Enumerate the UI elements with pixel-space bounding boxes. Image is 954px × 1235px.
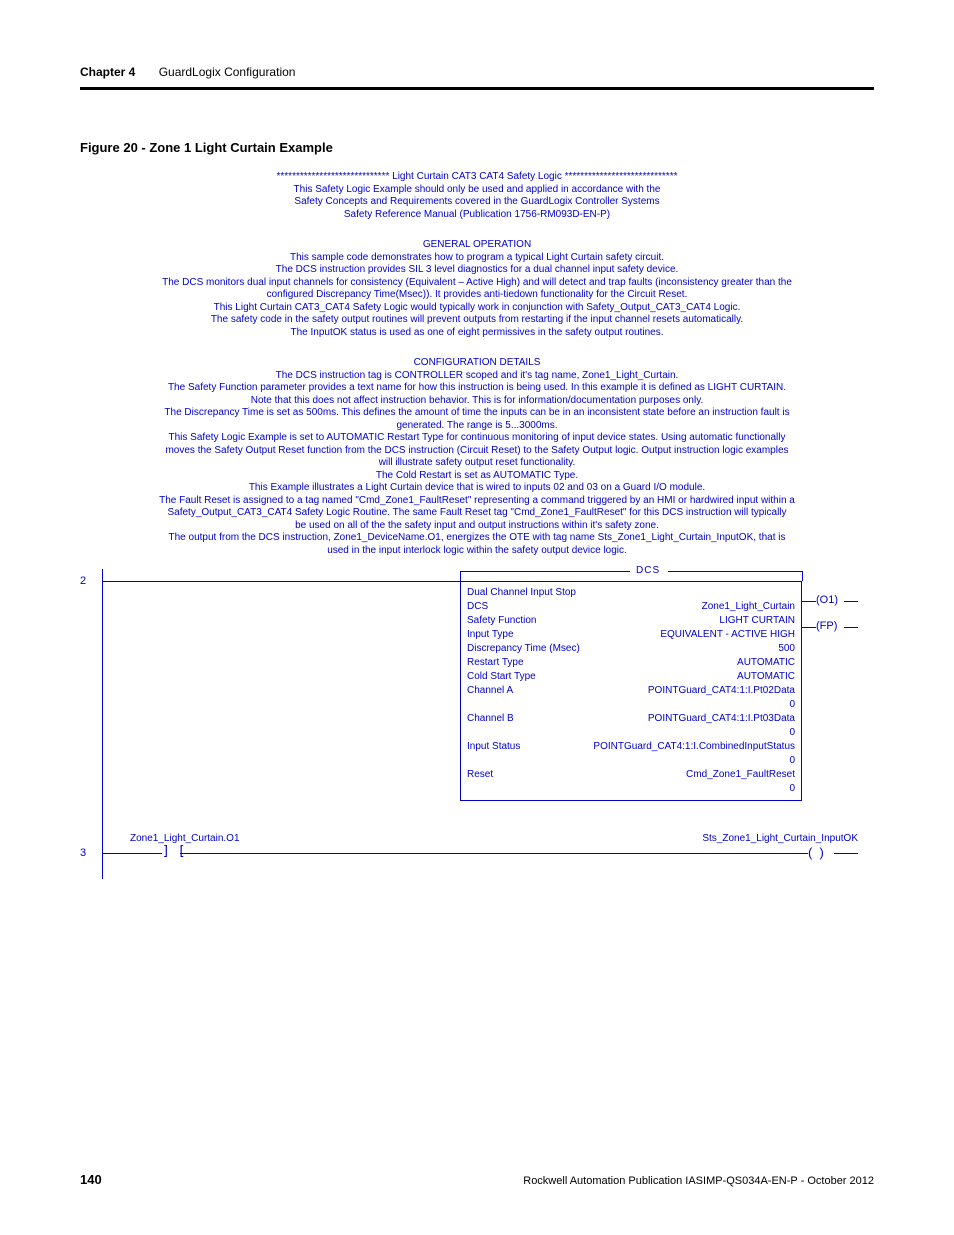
dcs-cs-l: Cold Start Type (467, 670, 536, 684)
dcs-rt-r: AUTOMATIC (737, 656, 795, 670)
fp-wire-a (802, 627, 816, 628)
dcs-instruction-box: Dual Channel Input Stop DCS Zone1_Light_C… (460, 581, 802, 801)
dcs-cb-l: Channel B (467, 712, 514, 726)
dcs-it-l: Input Type (467, 628, 514, 642)
rung3-wire-b (180, 853, 808, 854)
o1-coil: (O1) (816, 594, 838, 606)
dcs-ca-r: POINTGuard_CAT4:1:I.Pt02Data (648, 684, 795, 698)
general-l1: This sample code demonstrates how to pro… (110, 252, 844, 265)
config-l1: The DCS instruction tag is CONTROLLER sc… (110, 370, 844, 383)
ote-coil: ( ) (808, 845, 824, 860)
dcs-rs-r2: 0 (789, 782, 795, 796)
dcs-is-r2: 0 (789, 754, 795, 768)
chapter-title: GuardLogix Configuration (159, 65, 296, 79)
intro-l2: Safety Concepts and Requirements covered… (110, 196, 844, 209)
dcs-title: Dual Channel Input Stop (467, 586, 576, 600)
rung2-wire-in (102, 581, 460, 582)
diagram: ***************************** Light Curt… (80, 165, 874, 879)
publication-line: Rockwell Automation Publication IASIMP-Q… (523, 1175, 874, 1187)
dcs-is-r: POINTGuard_CAT4:1:I.CombinedInputStatus (593, 740, 795, 754)
dcs-top-drop-right (802, 571, 803, 581)
general-l6: The safety code in the safety output rou… (110, 314, 844, 327)
dcs-top-line-right (668, 571, 802, 572)
dcs-sf-r: LIGHT CURTAIN (719, 614, 795, 628)
dcs-cs-r: AUTOMATIC (737, 670, 795, 684)
left-rail (102, 569, 103, 879)
dcs-name-r: Zone1_Light_Curtain (702, 600, 795, 614)
config-l13: be used on all of the the safety input a… (110, 520, 844, 533)
fp-coil: (FP) (816, 620, 837, 632)
fp-wire-b (844, 627, 858, 628)
pub-prefix: Rockwell Automation Publication IASIMP-Q… (523, 1175, 807, 1187)
general-head: GENERAL OPERATION (110, 239, 844, 252)
rung-area: 2 DCS Dual Channel Input Stop DCS Zone1_L… (80, 569, 874, 879)
dcs-top-drop-left (460, 571, 461, 581)
config-head: CONFIGURATION DETAILS (110, 357, 844, 370)
intro-l1: This Safety Logic Example should only be… (110, 184, 844, 197)
figure-title: Figure 20 - Zone 1 Light Curtain Example (0, 95, 954, 165)
page-header: Chapter 4 GuardLogix Configuration (0, 0, 954, 95)
general-block: GENERAL OPERATION This sample code demon… (80, 227, 874, 345)
rung3-left-tag: Zone1_Light_Curtain.O1 (130, 833, 240, 844)
header-rule (80, 87, 874, 90)
chapter-number: Chapter 4 (80, 65, 135, 79)
o1-wire-a (802, 601, 816, 602)
dcs-ca-l: Channel A (467, 684, 513, 698)
rung-number-2: 2 (80, 575, 86, 587)
intro-banner: ***************************** Light Curt… (110, 171, 844, 184)
general-l7: The InputOK status is used as one of eig… (110, 327, 844, 340)
config-l9: The Cold Restart is set as AUTOMATIC Typ… (110, 470, 844, 483)
config-l11: The Fault Reset is assigned to a tag nam… (110, 495, 844, 508)
config-l15: used in the input interlock logic within… (110, 545, 844, 558)
general-l5: This Light Curtain CAT3_CAT4 Safety Logi… (110, 302, 844, 315)
dcs-it-r: EQUIVALENT - ACTIVE HIGH (660, 628, 795, 642)
page-footer: 140 Rockwell Automation Publication IASI… (0, 1172, 954, 1187)
dcs-header-label: DCS (636, 565, 660, 576)
dcs-ca-r2: 0 (789, 698, 795, 712)
dcs-sf-l: Safety Function (467, 614, 536, 628)
dcs-dt-r: 500 (778, 642, 795, 656)
config-l14: The output from the DCS instruction, Zon… (110, 532, 844, 545)
config-l10: This Example illustrates a Light Curtain… (110, 482, 844, 495)
pub-date: October 2012 (807, 1175, 874, 1187)
dcs-rs-r: Cmd_Zone1_FaultReset (686, 768, 795, 782)
intro-l3: Safety Reference Manual (Publication 175… (110, 209, 844, 222)
intro-block: ***************************** Light Curt… (80, 165, 874, 227)
general-l3: The DCS monitors dual input channels for… (110, 277, 844, 290)
dcs-name-l: DCS (467, 600, 488, 614)
config-l8: will illustrate safety output reset func… (110, 457, 844, 470)
config-block: CONFIGURATION DETAILS The DCS instructio… (80, 345, 874, 563)
dcs-rt-l: Restart Type (467, 656, 524, 670)
xi-contact: ] [ (162, 844, 185, 859)
config-l2: The Safety Function parameter provides a… (110, 382, 844, 395)
chapter-line: Chapter 4 GuardLogix Configuration (80, 65, 874, 87)
config-l7: moves the Safety Output Reset function f… (110, 445, 844, 458)
config-l12: Safety_Output_CAT3_CAT4 Safety Logic Rou… (110, 507, 844, 520)
config-l6: This Safety Logic Example is set to AUTO… (110, 432, 844, 445)
rung3-wire-c (834, 853, 858, 854)
rung3-wire-a (102, 853, 162, 854)
config-l3: Note that this does not affect instructi… (110, 395, 844, 408)
dcs-rs-l: Reset (467, 768, 493, 782)
page-number: 140 (80, 1172, 102, 1187)
dcs-cb-r: POINTGuard_CAT4:1:I.Pt03Data (648, 712, 795, 726)
dcs-dt-l: Discrepancy Time (Msec) (467, 642, 580, 656)
dcs-is-l: Input Status (467, 740, 520, 754)
dcs-top-line-left (460, 571, 630, 572)
rung-number-3: 3 (80, 847, 86, 859)
config-l5: generated. The range is 5...3000ms. (110, 420, 844, 433)
dcs-cb-r2: 0 (789, 726, 795, 740)
config-l4: The Discrepancy Time is set as 500ms. Th… (110, 407, 844, 420)
o1-wire-b (844, 601, 858, 602)
rung3-right-tag: Sts_Zone1_Light_Curtain_InputOK (702, 833, 858, 844)
general-l4: configured Discrepancy Time(Msec)). It p… (110, 289, 844, 302)
general-l2: The DCS instruction provides SIL 3 level… (110, 264, 844, 277)
